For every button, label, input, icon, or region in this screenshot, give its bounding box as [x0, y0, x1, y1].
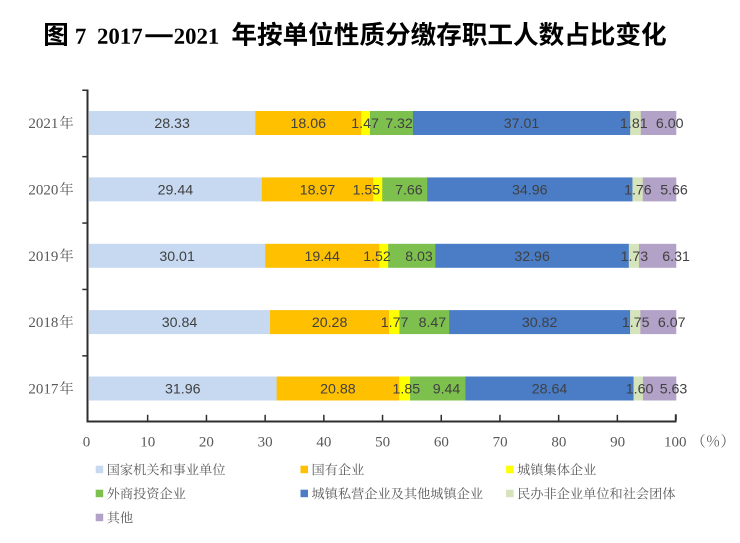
svg-text:6.07: 6.07: [658, 315, 686, 331]
svg-text:20: 20: [199, 434, 214, 450]
svg-text:34.96: 34.96: [512, 182, 548, 198]
svg-text:30: 30: [258, 434, 273, 450]
svg-text:1.47: 1.47: [351, 116, 379, 132]
svg-text:6.00: 6.00: [656, 116, 684, 132]
svg-text:31.96: 31.96: [165, 382, 201, 398]
svg-text:20.28: 20.28: [312, 315, 348, 331]
svg-text:5.66: 5.66: [660, 182, 688, 198]
svg-text:2019: 2019: [28, 249, 58, 265]
svg-text:18.06: 18.06: [291, 116, 327, 132]
svg-text:2020: 2020: [28, 182, 58, 198]
svg-text:2018: 2018: [28, 315, 58, 331]
svg-text:70: 70: [493, 434, 508, 450]
svg-text:9.44: 9.44: [433, 382, 461, 398]
svg-text:1.76: 1.76: [624, 182, 652, 198]
svg-text:7.32: 7.32: [385, 116, 413, 132]
svg-text:37.01: 37.01: [504, 116, 540, 132]
svg-text:50: 50: [375, 434, 390, 450]
svg-text:30.01: 30.01: [159, 249, 195, 265]
svg-text:1.75: 1.75: [622, 315, 650, 331]
svg-text:1.77: 1.77: [381, 315, 409, 331]
svg-text:1.52: 1.52: [363, 249, 391, 265]
svg-text:28.64: 28.64: [532, 382, 568, 398]
svg-text:80: 80: [551, 434, 566, 450]
svg-text:6.31: 6.31: [662, 249, 690, 265]
svg-text:90: 90: [610, 434, 625, 450]
svg-text:30.82: 30.82: [522, 315, 558, 331]
svg-text:10: 10: [140, 434, 155, 450]
svg-text:8.47: 8.47: [419, 315, 447, 331]
svg-text:2021: 2021: [28, 116, 58, 132]
svg-text:0: 0: [83, 434, 91, 450]
svg-text:8.03: 8.03: [405, 249, 433, 265]
svg-text:29.44: 29.44: [158, 182, 194, 198]
svg-text:100: 100: [664, 434, 687, 450]
svg-text:1.73: 1.73: [621, 249, 649, 265]
svg-text:30.84: 30.84: [162, 315, 198, 331]
svg-text:19.44: 19.44: [304, 249, 340, 265]
svg-text:28.33: 28.33: [154, 116, 190, 132]
svg-text:40: 40: [316, 434, 331, 450]
svg-text:1.85: 1.85: [392, 382, 420, 398]
svg-text:1.81: 1.81: [620, 116, 648, 132]
svg-text:2017: 2017: [28, 382, 59, 398]
svg-text:20.88: 20.88: [320, 382, 356, 398]
svg-text:5.63: 5.63: [660, 382, 688, 398]
svg-text:1.55: 1.55: [353, 182, 381, 198]
svg-text:60: 60: [434, 434, 449, 450]
svg-text:7.66: 7.66: [395, 182, 423, 198]
svg-text:18.97: 18.97: [300, 182, 336, 198]
svg-text:1.60: 1.60: [626, 382, 654, 398]
svg-text:32.96: 32.96: [514, 249, 550, 265]
